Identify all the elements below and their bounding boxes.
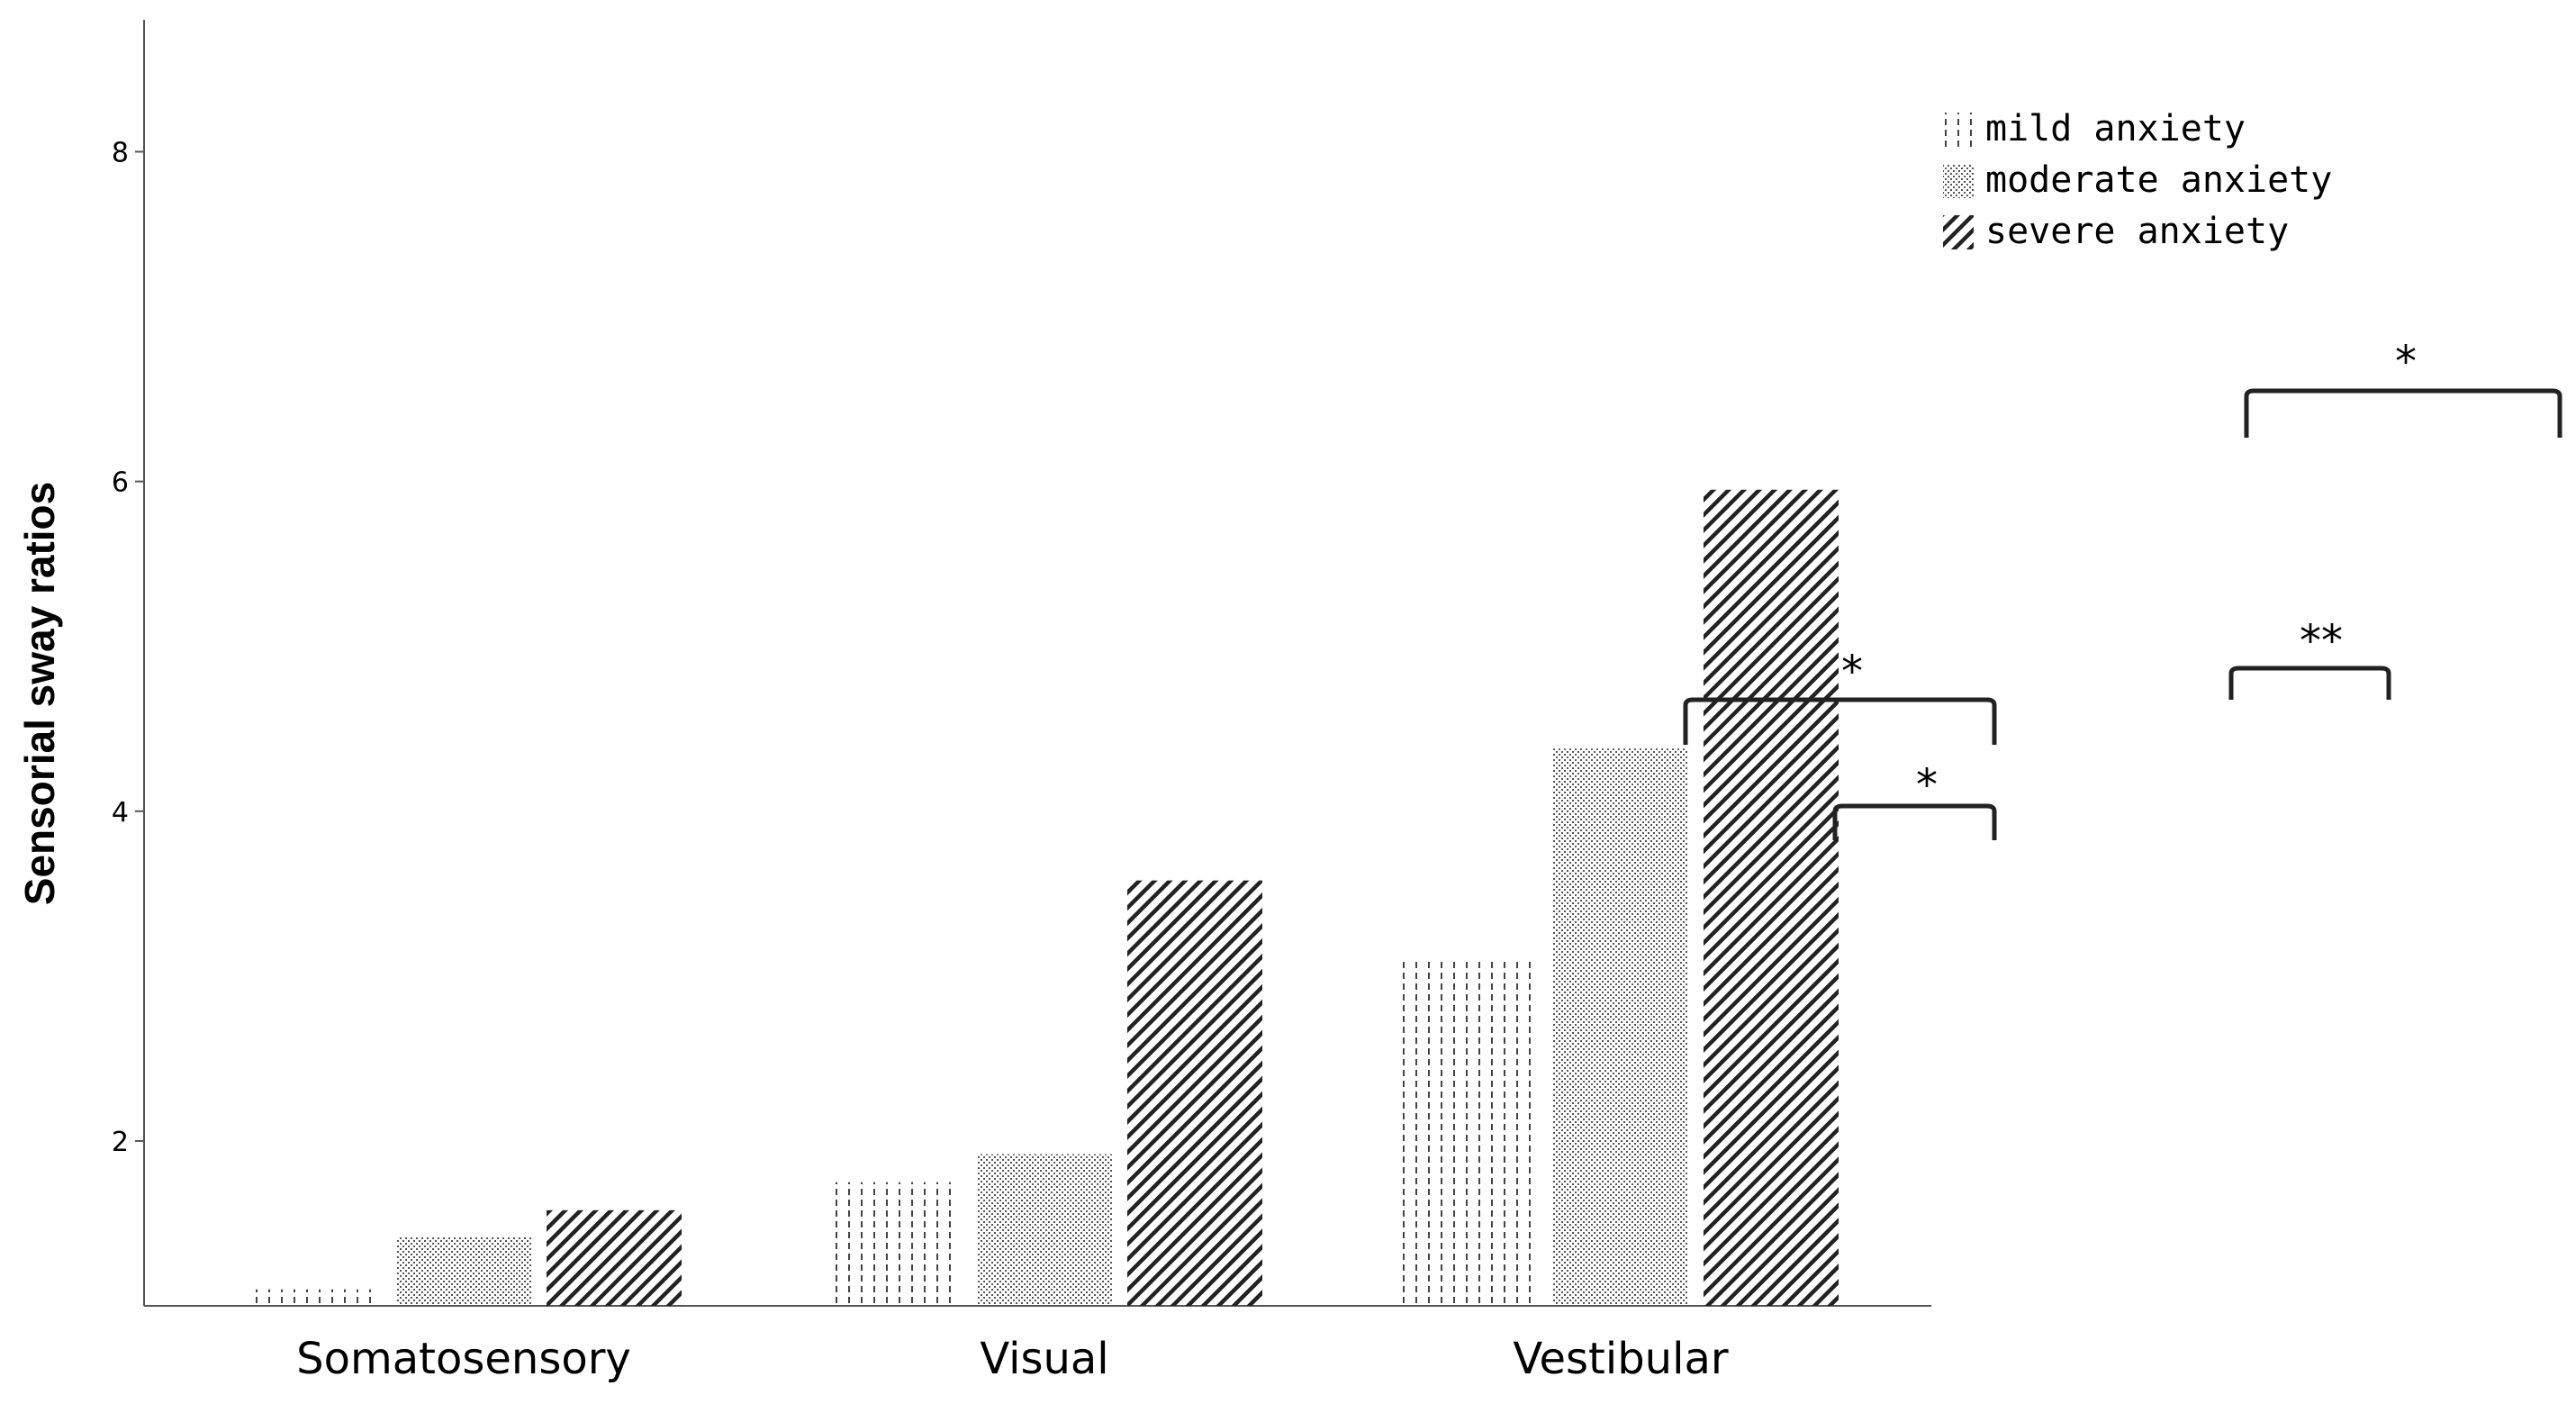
significance-bracket xyxy=(1683,697,1997,745)
significance-bracket xyxy=(2228,666,2391,700)
significance-label: * xyxy=(2395,337,2417,387)
legend-swatch xyxy=(1943,164,1974,198)
significance-label: * xyxy=(1841,647,1863,697)
legend-label: severe anxiety xyxy=(1985,211,2289,252)
x-category-label: Visual xyxy=(980,1334,1108,1384)
y-tick-label: 4 xyxy=(112,797,129,829)
x-category-label: Somatosensory xyxy=(296,1334,631,1384)
bar-moderate-anxiety-visual xyxy=(977,1154,1112,1306)
bar-severe-anxiety-visual xyxy=(1127,880,1262,1306)
y-axis-label: Sensorial sway ratios xyxy=(16,482,63,905)
bar-mild-anxiety-somatosensory xyxy=(246,1289,381,1306)
significance-bracket xyxy=(1832,803,1997,840)
significance-annotations: ***** xyxy=(1683,337,2562,840)
legend-label: moderate anxiety xyxy=(1985,159,2332,201)
y-tick-label: 8 xyxy=(112,137,129,168)
bar-moderate-anxiety-vestibular xyxy=(1553,748,1688,1306)
y-tick-label: 6 xyxy=(112,467,129,499)
y-tick-label: 2 xyxy=(112,1127,129,1158)
significance-label: * xyxy=(1916,760,1938,811)
legend: mild anxiety moderate anxiety severe anxie… xyxy=(1943,108,2332,252)
significance-bracket xyxy=(2244,388,2562,438)
axes: 2 4 6 8 Somatosensory Visual Vestibular xyxy=(112,20,1931,1384)
bar-mild-anxiety-vestibular xyxy=(1403,959,1538,1306)
bar-severe-anxiety-vestibular xyxy=(1704,489,1839,1306)
legend-swatch xyxy=(1943,215,1974,249)
bar-moderate-anxiety-somatosensory xyxy=(396,1236,531,1306)
legend-label: mild anxiety xyxy=(1985,108,2246,149)
significance-label: ** xyxy=(2300,616,2343,666)
bars xyxy=(246,489,1839,1306)
axis-labels: Sensorial sway ratios xyxy=(16,482,63,905)
x-category-label: Vestibular xyxy=(1513,1334,1728,1384)
bar-mild-anxiety-visual xyxy=(827,1182,962,1306)
legend-swatch xyxy=(1943,113,1974,147)
bar-severe-anxiety-somatosensory xyxy=(547,1209,682,1306)
